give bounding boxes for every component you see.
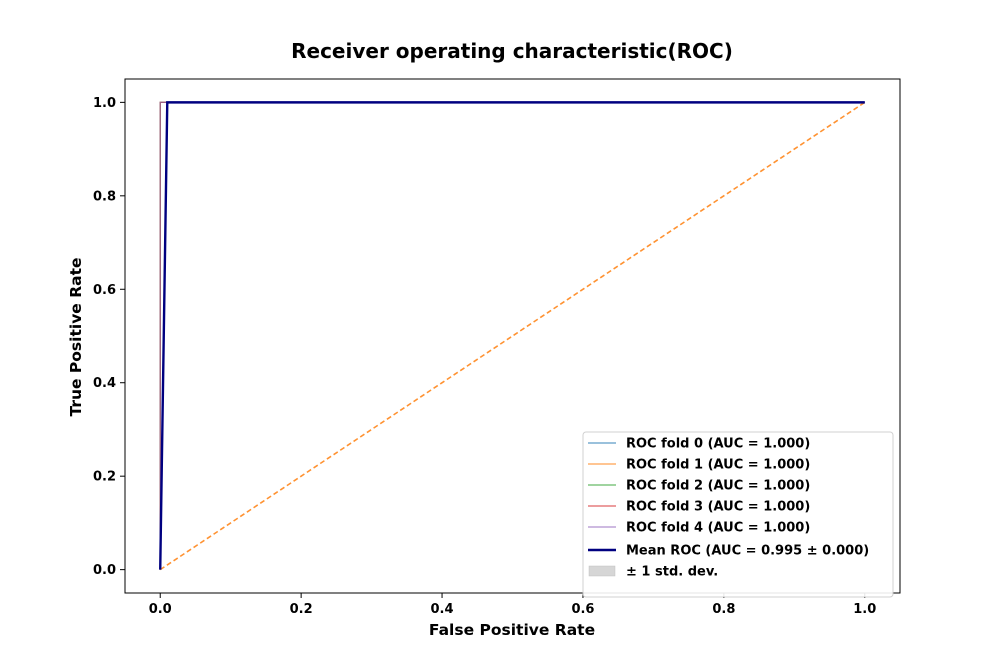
legend-swatch-std-band [588, 565, 616, 577]
plot-area [159, 101, 866, 571]
legend-label-roc-fold-0: ROC fold 0 (AUC = 1.000) [626, 437, 810, 452]
x-tick-label-1.0: 1.0 [853, 602, 876, 617]
legend-label-roc-fold-1: ROC fold 1 (AUC = 1.000) [626, 458, 810, 473]
legend-label-roc-fold-2: ROC fold 2 (AUC = 1.000) [626, 479, 810, 494]
mean-roc-line [159, 101, 865, 570]
x-tick-label-0.2: 0.2 [290, 602, 313, 617]
x-tick-label-0.8: 0.8 [712, 602, 735, 617]
legend-label-std-band: ± 1 std. dev. [626, 565, 718, 580]
legend-frame [582, 431, 894, 598]
x-tick-label-0.6: 0.6 [571, 602, 594, 617]
axis-ticks: 0.0 0.2 0.4 0.6 0.8 1.0 0.0 0.2 0.4 0.6 0.8 1.0 [93, 96, 876, 617]
x-axis-label: False Positive Rate [429, 621, 595, 639]
x-tick-label-0.4: 0.4 [431, 602, 454, 617]
legend-label-roc-fold-3: ROC fold 3 (AUC = 1.000) [626, 500, 810, 515]
y-tick-label-0.4: 0.4 [93, 376, 116, 391]
legend: ROC fold 0 (AUC = 1.000) ROC fold 1 (AUC … [582, 431, 894, 598]
x-tick-label-0.0: 0.0 [149, 602, 172, 617]
y-tick-label-0.6: 0.6 [93, 283, 116, 298]
axes-frame [124, 78, 901, 594]
y-tick-label-0.8: 0.8 [93, 189, 116, 204]
y-axis-label: True Positive Rate [67, 257, 85, 416]
legend-label-roc-fold-4: ROC fold 4 (AUC = 1.000) [626, 521, 810, 536]
chance-line [159, 101, 866, 571]
chart-title: Receiver operating characteristic(ROC) [291, 39, 733, 63]
y-tick-label-1.0: 1.0 [93, 96, 116, 111]
legend-label-mean-roc: Mean ROC (AUC = 0.995 ± 0.000) [626, 544, 869, 559]
y-tick-label-0.2: 0.2 [93, 470, 116, 485]
y-tick-label-0.0: 0.0 [93, 563, 116, 578]
